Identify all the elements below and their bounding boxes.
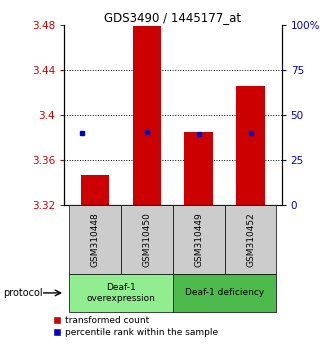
Bar [69, 274, 173, 312]
Bar [236, 86, 265, 205]
Text: Deaf-1
overexpression: Deaf-1 overexpression [86, 283, 156, 303]
Text: GSM310448: GSM310448 [91, 212, 100, 267]
Text: GSM310449: GSM310449 [194, 212, 203, 267]
Bar [81, 175, 109, 205]
Text: GSM310452: GSM310452 [246, 212, 255, 267]
Text: GSM310450: GSM310450 [142, 212, 151, 267]
Bar [121, 205, 173, 274]
Title: GDS3490 / 1445177_at: GDS3490 / 1445177_at [104, 11, 241, 24]
Bar [173, 205, 225, 274]
Text: protocol: protocol [3, 288, 43, 298]
Bar [173, 274, 276, 312]
Bar [184, 132, 213, 205]
Legend: transformed count, percentile rank within the sample: transformed count, percentile rank withi… [52, 316, 218, 337]
Text: Deaf-1 deficiency: Deaf-1 deficiency [185, 289, 264, 297]
Bar [133, 26, 161, 205]
Bar [225, 205, 276, 274]
Bar [69, 205, 121, 274]
